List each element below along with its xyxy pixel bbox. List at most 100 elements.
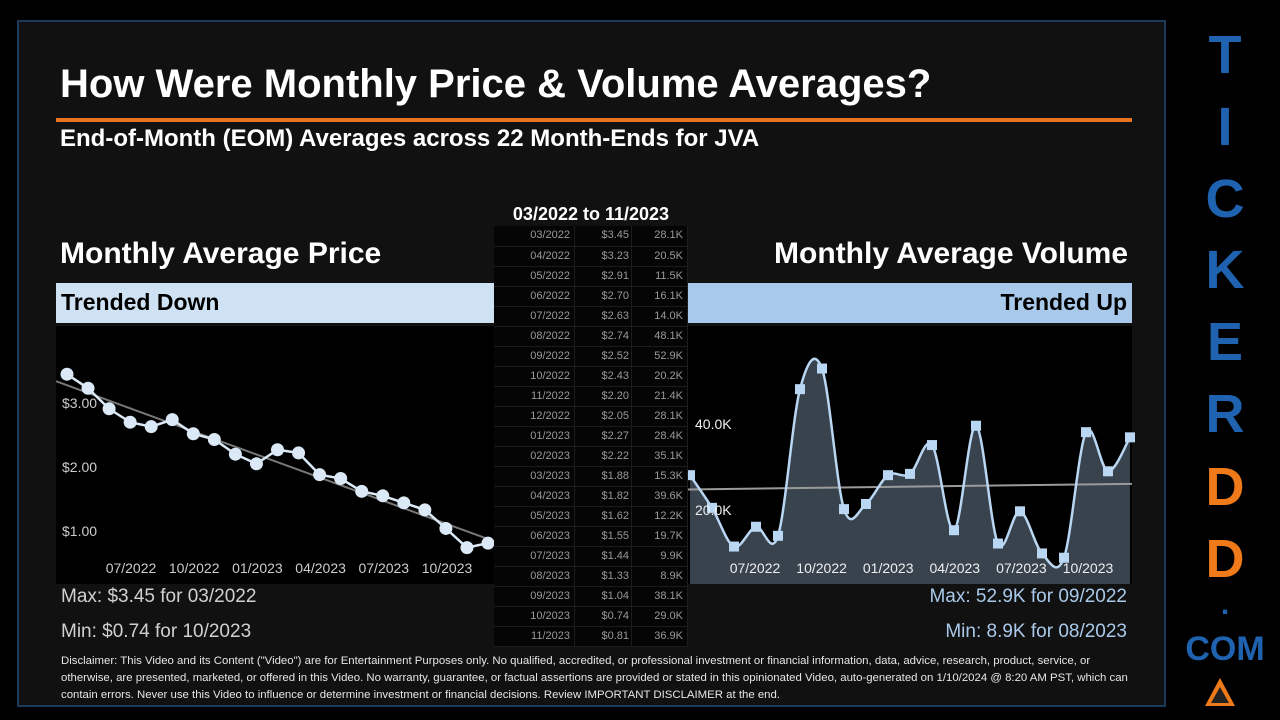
volume-trend-label: Trended Up	[1000, 289, 1127, 315]
volume-cell: 21.4K	[631, 386, 688, 407]
volume-cell: 20.5K	[631, 246, 688, 267]
volume-point	[685, 470, 695, 481]
volume-point	[751, 521, 761, 532]
brand-letter: COM	[1185, 630, 1265, 668]
volume-point	[795, 384, 805, 395]
table-row: 04/2023 $1.82 39.6K	[494, 486, 688, 507]
volume-cell: 19.7K	[631, 526, 688, 547]
table-row: 07/2022 $2.63 14.0K	[494, 306, 688, 327]
brand-letter: I	[1217, 97, 1233, 157]
price-point	[186, 427, 200, 441]
table-row: 12/2022 $2.05 28.1K	[494, 406, 688, 427]
trend-line	[687, 482, 1133, 491]
volume-max: Max: 52.9K for 09/2022	[929, 586, 1127, 607]
price-cell: $2.43	[574, 366, 632, 387]
x-tick-label: 07/2023	[996, 560, 1047, 576]
x-tick-label: 10/2022	[169, 560, 220, 576]
volume-cell: 16.1K	[631, 286, 688, 307]
volume-point	[1037, 548, 1047, 559]
table-row: 04/2022 $3.23 20.5K	[494, 246, 688, 267]
table-row: 05/2022 $2.91 11.5K	[494, 266, 688, 287]
volume-point	[971, 420, 981, 431]
table-row: 11/2023 $0.81 36.9K	[494, 626, 688, 647]
table-row: 03/2023 $1.88 15.3K	[494, 466, 688, 487]
price-cell: $2.70	[574, 286, 632, 307]
price-max: Max: $3.45 for 03/2022	[61, 586, 257, 607]
brand-letter: T	[1208, 25, 1242, 85]
disclaimer: Disclaimer: This Video and its Content (…	[61, 655, 1128, 701]
slide-title: How Were Monthly Price & Volume Averages…	[60, 62, 932, 106]
month-cell: 08/2022	[494, 326, 575, 347]
volume-point	[861, 498, 871, 509]
month-cell: 01/2023	[494, 426, 575, 447]
volume-cell: 12.2K	[631, 506, 688, 527]
price-chart: $3.00 $2.00 $1.00 07/2022 10/2022 01/2023 04/2…	[55, 367, 495, 576]
volume-cell: 15.3K	[631, 466, 688, 487]
price-cell: $2.27	[574, 426, 632, 447]
price-cell: $0.81	[574, 626, 632, 647]
month-cell: 05/2022	[494, 266, 575, 287]
price-cell: $1.62	[574, 506, 632, 527]
x-tick-label: 01/2023	[232, 560, 283, 576]
brand-letter: E	[1206, 312, 1244, 372]
volume-cell: 20.2K	[631, 366, 688, 387]
brand-letter: D	[1205, 529, 1245, 589]
x-tick-label: 10/2023	[422, 560, 473, 576]
volume-cell: 11.5K	[631, 266, 688, 287]
table-row: 11/2022 $2.20 21.4K	[494, 386, 688, 407]
price-point	[207, 432, 221, 446]
table-row: 07/2023 $1.44 9.9K	[494, 546, 688, 567]
volume-point	[707, 502, 717, 513]
monthly-table: 03/2022 $3.45 28.1K 04/2022 $3.23 20.5K 05/202…	[494, 226, 688, 647]
price-cell: $1.04	[574, 586, 632, 607]
price-cell: $2.74	[574, 326, 632, 347]
month-cell: 03/2022	[494, 226, 575, 247]
month-cell: 05/2023	[494, 506, 575, 527]
x-tick-label: 07/2023	[358, 560, 409, 576]
x-tick-label: 07/2022	[106, 560, 157, 576]
volume-chart: 40.0K 20.0K 07/2022 10/2022 01/2023 04/2023 07…	[685, 357, 1135, 584]
price-point	[123, 415, 137, 429]
month-cell: 03/2023	[494, 466, 575, 487]
title-divider	[56, 118, 1132, 122]
price-cell: $3.45	[574, 226, 632, 247]
price-cell: $2.20	[574, 386, 632, 407]
table-row: 05/2023 $1.62 12.2K	[494, 506, 688, 527]
volume-point	[1125, 432, 1135, 443]
volume-point	[1081, 427, 1091, 438]
x-tick-label: 04/2023	[295, 560, 346, 576]
price-cell: $2.63	[574, 306, 632, 327]
price-cell: $2.05	[574, 406, 632, 427]
price-point	[313, 468, 327, 482]
price-point	[460, 541, 474, 555]
table-row: 01/2023 $2.27 28.4K	[494, 426, 688, 447]
month-cell: 09/2023	[494, 586, 575, 607]
price-point	[397, 496, 411, 510]
month-cell: 07/2023	[494, 546, 575, 567]
brand-letter: C	[1205, 169, 1245, 229]
volume-point	[839, 504, 849, 515]
price-cell: $1.82	[574, 486, 632, 507]
month-cell: 09/2022	[494, 346, 575, 367]
brand-letter: K	[1205, 240, 1245, 300]
volume-point	[729, 541, 739, 552]
y-tick-label: $2.00	[62, 459, 97, 475]
volume-cell: 28.1K	[631, 226, 688, 247]
price-cell: $2.22	[574, 446, 632, 467]
price-trend-band: Trended Down	[56, 283, 494, 323]
volume-cell: 29.0K	[631, 606, 688, 627]
volume-point	[1015, 506, 1025, 517]
price-point	[81, 381, 95, 395]
volume-point	[817, 363, 827, 374]
price-cell: $3.23	[574, 246, 632, 267]
table-row: 10/2023 $0.74 29.0K	[494, 606, 688, 627]
brand-letter: R	[1205, 384, 1245, 444]
tickerdd-logo-icon	[1205, 678, 1235, 706]
volume-cell: 36.9K	[631, 626, 688, 647]
table-row: 08/2023 $1.33 8.9K	[494, 566, 688, 587]
table-range-header: 03/2022 to 11/2023	[512, 204, 670, 224]
price-point	[165, 413, 179, 427]
table-row: 06/2022 $2.70 16.1K	[494, 286, 688, 307]
price-min: Min: $0.74 for 10/2023	[61, 621, 252, 642]
y-tick-label: $1.00	[62, 523, 97, 539]
